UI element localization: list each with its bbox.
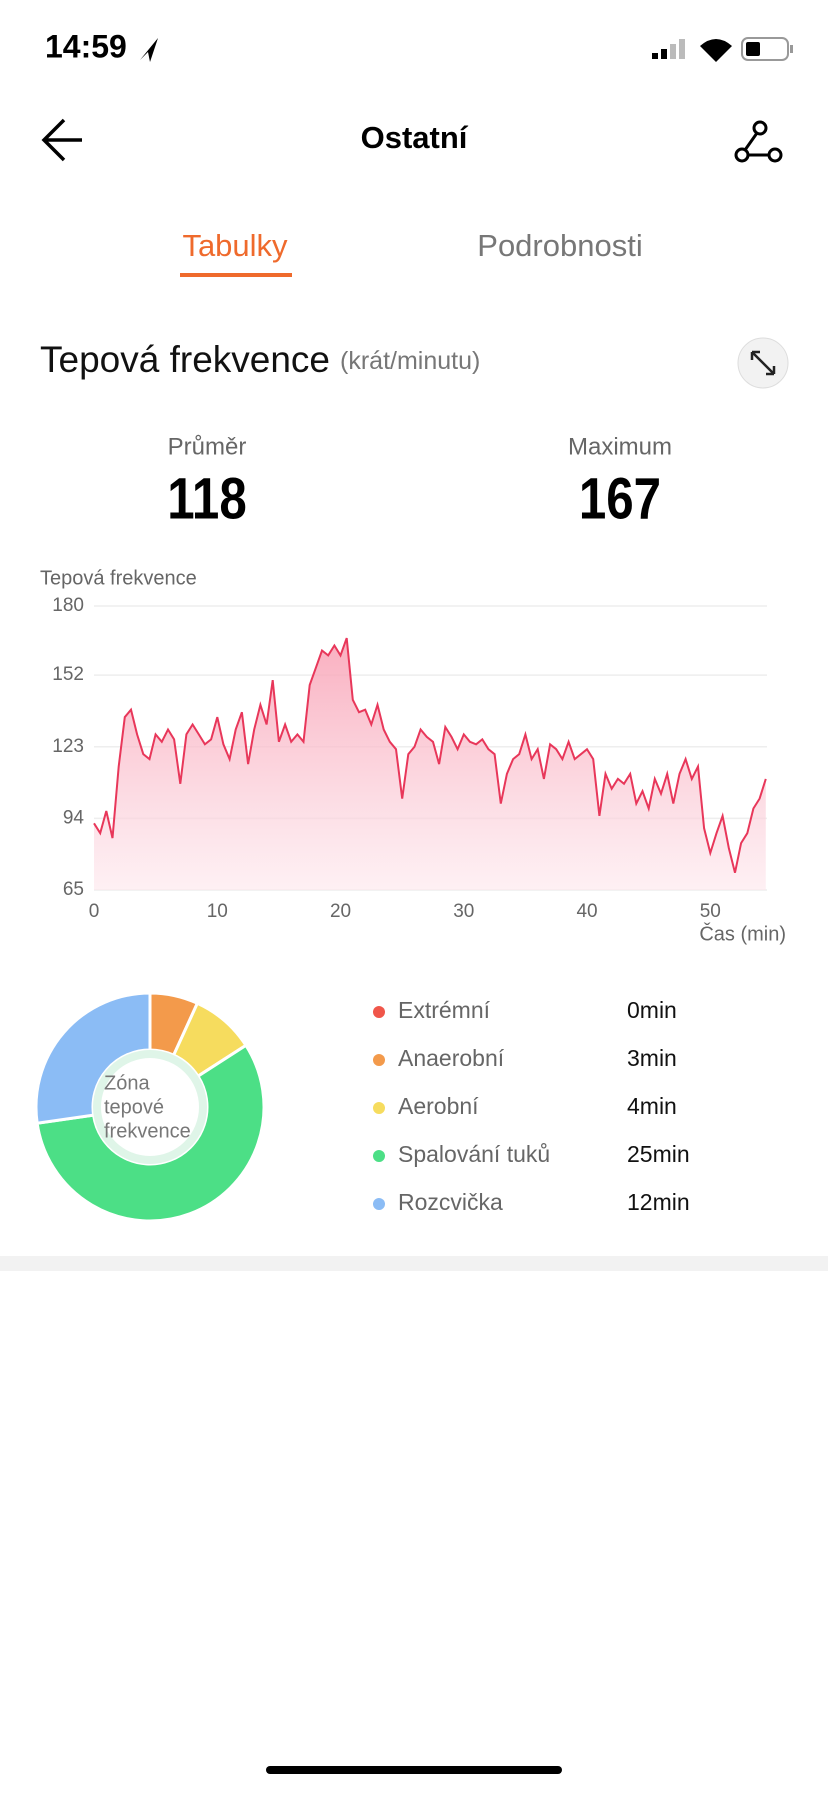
section-title-text: Tepová frekvence [40, 339, 330, 380]
legend-dot [373, 1006, 385, 1018]
legend-value: 25min [627, 1141, 690, 1167]
battery-icon [741, 37, 793, 61]
legend-value: 0min [627, 997, 677, 1023]
x-tick-label: 50 [700, 901, 721, 922]
stat-value: 118 [167, 467, 247, 532]
tab-underline [180, 273, 292, 277]
donut-center-label: Zóna [104, 1072, 150, 1094]
y-tick-label: 94 [63, 807, 85, 828]
home-indicator [266, 1766, 562, 1774]
legend-value: 4min [627, 1093, 677, 1119]
expand-button[interactable] [737, 337, 789, 389]
y-axis-label: Tepová frekvence [40, 567, 197, 589]
x-tick-label: 20 [330, 901, 351, 922]
section-title: Tepová frekvence (krát/minutu) [40, 339, 480, 380]
x-tick-label: 0 [89, 901, 100, 922]
legend-dot [373, 1102, 385, 1114]
donut-center-label: frekvence [104, 1120, 191, 1142]
tab[interactable]: Podrobnosti [477, 228, 642, 263]
x-axis-label: Čas (min) [699, 922, 786, 945]
y-tick-label: 152 [52, 664, 84, 685]
line [93, 637, 767, 873]
donut-center-label: tepové [104, 1096, 164, 1118]
legend-value: 3min [627, 1045, 677, 1071]
x-tick-label: 30 [453, 901, 474, 922]
y-tick-label: 180 [52, 595, 84, 616]
tab-active[interactable]: Tabulky [182, 228, 288, 263]
stat-label: Průměr [168, 433, 247, 460]
stat-value: 167 [579, 467, 661, 532]
area-fill [94, 638, 766, 890]
route-button[interactable] [734, 120, 783, 163]
legend-label: Anaerobní [398, 1045, 505, 1071]
status-time: 14:59 [45, 28, 127, 64]
legend-dot [373, 1150, 385, 1162]
legend-label: Rozcvička [398, 1189, 503, 1215]
x-tick-label: 40 [576, 901, 597, 922]
legend-dot [373, 1198, 385, 1210]
legend-dot [373, 1054, 385, 1066]
legend-label: Extrémní [398, 997, 491, 1023]
header-title: Ostatní [361, 120, 469, 155]
back-button[interactable] [41, 118, 82, 162]
y-tick-label: 65 [63, 879, 84, 900]
wifi-icon [700, 39, 732, 62]
section-unit: (krát/minutu) [340, 347, 480, 375]
legend-label: Spalování tuků [398, 1141, 550, 1167]
legend-label: Aerobní [398, 1093, 479, 1119]
location-icon [140, 38, 158, 62]
legend-value: 12min [627, 1189, 690, 1215]
y-tick-label: 123 [52, 736, 84, 757]
divider [0, 1256, 828, 1271]
x-tick-label: 10 [207, 901, 228, 922]
signal-icon [652, 39, 685, 59]
donut-center [101, 1058, 199, 1156]
stat-label: Maximum [568, 433, 672, 460]
